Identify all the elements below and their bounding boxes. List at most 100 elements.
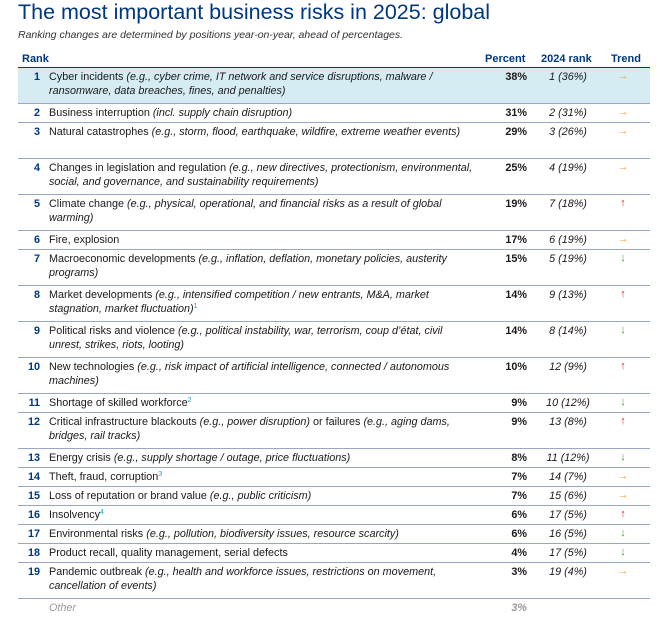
table-row: 19 Pandemic outbreak (e.g., health and w… xyxy=(18,563,650,599)
trend-right-icon: → xyxy=(617,106,629,118)
percent-value: 7% xyxy=(511,471,527,483)
prev-rank-value: 11 (12%) xyxy=(546,452,590,464)
risk-label: Fire, explosion xyxy=(49,233,475,247)
risk-label: Shortage of skilled workforce2 xyxy=(49,396,475,410)
rank-number: 2 xyxy=(33,107,40,119)
trend-right-icon: → xyxy=(617,470,629,482)
risk-name: Shortage of skilled workforce xyxy=(49,397,188,409)
risk-label: Market developments (e.g., intensified c… xyxy=(49,288,475,316)
trend-up-icon: ↑ xyxy=(620,508,626,520)
risk-detail: (e.g., new directives, protectionism, en… xyxy=(49,162,473,188)
risk-table: Rank Percent 2024 rank Trend 1 Cyber inc… xyxy=(18,51,650,617)
percent-value: 15% xyxy=(505,253,527,265)
prev-rank-value: 8 (14%) xyxy=(549,325,587,337)
prev-rank-value: 14 (7%) xyxy=(549,471,587,483)
risk-label: Loss of reputation or brand value (e.g.,… xyxy=(49,489,475,503)
trend-down-icon: ↓ xyxy=(620,396,626,408)
risk-detail-continued: (e.g., aging dams, bridges, rail tracks) xyxy=(49,416,450,442)
table-row: 9 Political risks and violence (e.g., po… xyxy=(18,322,650,358)
footnote-marker: 2 xyxy=(187,397,192,404)
rank-number: 17 xyxy=(27,528,40,540)
trend-down-icon: ↓ xyxy=(620,546,626,558)
risk-name: Energy crisis xyxy=(49,452,111,464)
table-row: 5 Climate change (e.g., physical, operat… xyxy=(18,195,650,231)
table-row: 7 Macroeconomic developments (e.g., infl… xyxy=(18,250,650,286)
rank-number: 5 xyxy=(33,198,40,210)
percent-value: 6% xyxy=(511,528,527,540)
risk-detail: (e.g., physical, operational, and financ… xyxy=(49,198,442,224)
table-header: Rank Percent 2024 rank Trend xyxy=(18,51,650,68)
table-row: 4 Changes in legislation and regulation … xyxy=(18,159,650,195)
footnote-marker: 1 xyxy=(193,303,198,310)
risk-name: Loss of reputation or brand value xyxy=(49,490,207,502)
risk-label: Cyber incidents (e.g., cyber crime, IT n… xyxy=(49,70,475,98)
rank-number: 7 xyxy=(33,253,40,265)
risk-label: Climate change (e.g., physical, operatio… xyxy=(49,197,475,225)
trend-right-icon: → xyxy=(617,125,629,137)
risk-detail: (e.g., power disruption) xyxy=(199,416,311,428)
prev-rank-value: 17 (5%) xyxy=(549,547,587,559)
percent-value: 25% xyxy=(505,162,527,174)
risk-name: Cyber incidents xyxy=(49,71,124,83)
header-prev-rank: 2024 rank xyxy=(541,53,592,65)
risk-label: Political risks and violence (e.g., poli… xyxy=(49,324,475,352)
table-row: 18 Product recall, quality management, s… xyxy=(18,544,650,563)
risk-name: Fire, explosion xyxy=(49,234,120,246)
risk-name: Critical infrastructure blackouts xyxy=(49,416,197,428)
table-row: 3 Natural catastrophes (e.g., storm, flo… xyxy=(18,123,650,159)
trend-down-icon: ↓ xyxy=(620,252,626,264)
other-percent: 3% xyxy=(511,602,527,614)
risk-name: Macroeconomic developments xyxy=(49,253,196,265)
prev-rank-value: 10 (12%) xyxy=(546,397,590,409)
prev-rank-value: 17 (5%) xyxy=(549,509,587,521)
rank-number: 14 xyxy=(27,471,40,483)
rank-number: 11 xyxy=(28,397,40,409)
prev-rank-value: 9 (13%) xyxy=(549,289,587,301)
other-label: Other xyxy=(49,602,77,614)
risk-name: Insolvency xyxy=(49,509,101,521)
prev-rank-value: 2 (31%) xyxy=(549,107,587,119)
rank-number: 13 xyxy=(27,452,40,464)
rank-number: 18 xyxy=(27,547,40,559)
percent-value: 14% xyxy=(505,325,527,337)
prev-rank-value: 12 (9%) xyxy=(549,361,587,373)
rank-number: 3 xyxy=(33,126,40,138)
risk-detail: (incl. supply chain disruption) xyxy=(152,107,293,119)
prev-rank-value: 15 (6%) xyxy=(549,490,587,502)
footnote-marker: 3 xyxy=(158,471,163,478)
table-row: 14 Theft, fraud, corruption3 7% 14 (7%) … xyxy=(18,468,650,487)
prev-rank-value: 3 (26%) xyxy=(549,126,587,138)
percent-value: 14% xyxy=(505,289,527,301)
table-row: 2 Business interruption (incl. supply ch… xyxy=(18,104,650,123)
table-row: 12 Critical infrastructure blackouts (e.… xyxy=(18,413,650,449)
table-row: 8 Market developments (e.g., intensified… xyxy=(18,286,650,322)
risk-detail: (e.g., public criticism) xyxy=(209,490,312,502)
risk-name: Pandemic outbreak xyxy=(49,566,143,578)
risk-name: Business interruption xyxy=(49,107,150,119)
prev-rank-value: 16 (5%) xyxy=(549,528,587,540)
table-row-other: Other 3% xyxy=(18,599,650,617)
risk-name: Political risks and violence xyxy=(49,325,176,337)
risk-name: Environmental risks xyxy=(49,528,144,540)
rank-number: 12 xyxy=(27,416,40,428)
risk-label: Product recall, quality management, seri… xyxy=(49,546,475,560)
percent-value: 10% xyxy=(505,361,527,373)
rank-number: 15 xyxy=(27,490,40,502)
rank-number: 8 xyxy=(33,289,40,301)
trend-down-icon: ↓ xyxy=(620,451,626,463)
header-percent: Percent xyxy=(485,53,526,65)
table-row: 10 New technologies (e.g., risk impact o… xyxy=(18,358,650,394)
table-row: 16 Insolvency4 6% 17 (5%) ↑ xyxy=(18,506,650,525)
table-row: 17 Environmental risks (e.g., pollution,… xyxy=(18,525,650,544)
table-row: 15 Loss of reputation or brand value (e.… xyxy=(18,487,650,506)
risk-detail: (e.g., political instability, war, terro… xyxy=(49,325,443,351)
risk-detail: (e.g., intensified competition / new ent… xyxy=(49,289,429,315)
risk-name: Changes in legislation and regulation xyxy=(49,162,227,174)
percent-value: 9% xyxy=(511,397,527,409)
risk-label: Theft, fraud, corruption3 xyxy=(49,470,475,484)
table-row: 13 Energy crisis (e.g., supply shortage … xyxy=(18,449,650,468)
risk-name: Theft, fraud, corruption xyxy=(49,471,159,483)
percent-value: 19% xyxy=(505,198,527,210)
risk-label: Changes in legislation and regulation (e… xyxy=(49,161,475,189)
risk-label: Business interruption (incl. supply chai… xyxy=(49,106,475,120)
